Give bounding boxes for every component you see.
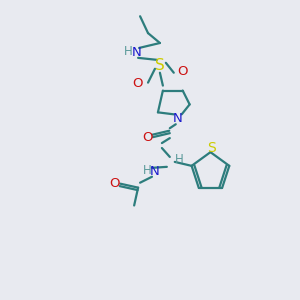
Text: S: S: [207, 141, 216, 155]
Text: O: O: [132, 77, 142, 90]
Text: H: H: [124, 45, 133, 58]
Text: N: N: [150, 165, 160, 178]
Text: O: O: [177, 65, 188, 78]
Text: N: N: [132, 46, 142, 59]
Text: O: O: [142, 130, 152, 144]
Text: O: O: [109, 177, 120, 190]
Text: H: H: [143, 164, 152, 177]
Text: H: H: [175, 153, 184, 167]
Text: N: N: [173, 112, 183, 125]
Text: S: S: [155, 58, 165, 73]
